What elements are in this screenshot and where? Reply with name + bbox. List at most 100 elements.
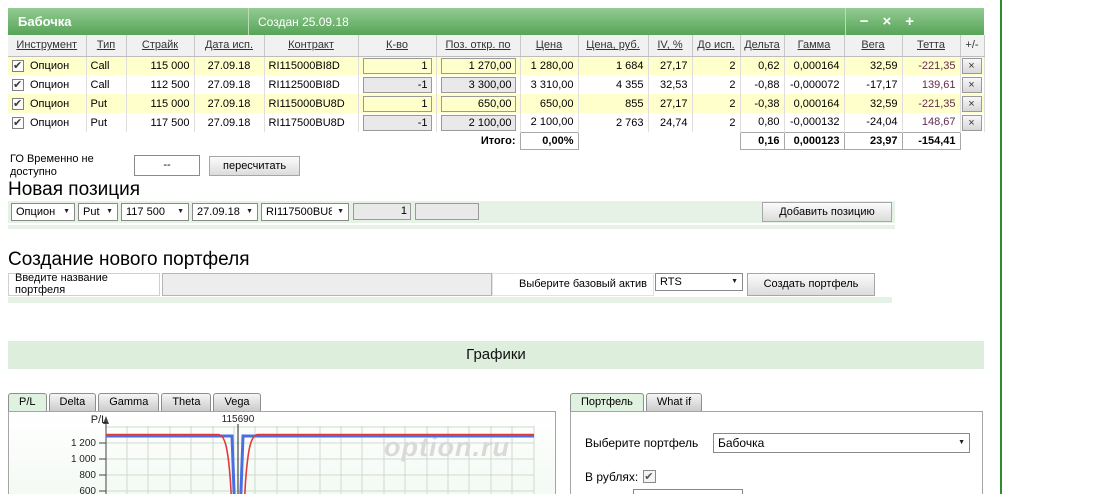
cell-price-rub: 1 684: [578, 56, 649, 75]
base-asset-label: Выберите базовый актив: [492, 272, 654, 296]
cell-contract: RI115000BU8D: [264, 94, 359, 113]
rubles-checkbox[interactable]: [643, 470, 657, 483]
table-row: Опцион Put 117 500 27.09.18 RI117500BU8D…: [8, 113, 985, 132]
row-checkbox[interactable]: [12, 97, 24, 110]
tab-portfolio[interactable]: Портфель: [570, 392, 644, 411]
contract-select[interactable]: RI117500BU8D: [261, 202, 349, 221]
portfolio-created-date: Создан 25.09.18: [248, 8, 845, 35]
qty-input[interactable]: -1: [362, 114, 432, 131]
new-qty-input[interactable]: 1: [353, 203, 411, 220]
row-checkbox[interactable]: [12, 59, 24, 72]
delete-row-button[interactable]: ×: [961, 57, 982, 74]
tab-gamma[interactable]: Gamma: [98, 392, 160, 411]
new-position-heading: Новая позиция: [8, 178, 141, 200]
col-header-expdate[interactable]: Дата исп.: [194, 35, 265, 57]
cell-gamma: -0,000132: [784, 113, 845, 132]
pos-open-input[interactable]: 3 300,00: [440, 76, 516, 93]
col-header-delta[interactable]: Дельта: [740, 35, 785, 57]
col-header-theta[interactable]: Тетта: [902, 35, 961, 57]
window-controls: − × +: [844, 8, 928, 35]
create-portfolio-button[interactable]: Создать портфель: [747, 272, 875, 296]
cell-type: Call: [86, 75, 127, 94]
marker-label: 115690: [222, 414, 255, 425]
col-header-price-rub[interactable]: Цена, руб.: [578, 35, 649, 57]
pos-open-input[interactable]: 2 100,00: [440, 114, 516, 131]
days-select[interactable]: В днях: [633, 488, 744, 494]
ytick-800: 800: [79, 470, 96, 481]
col-header-price[interactable]: Цена: [520, 35, 579, 57]
table-row: Опцион Call 112 500 27.09.18 RI112500BI8…: [8, 75, 985, 94]
pl-expiration-line: [106, 434, 534, 494]
pos-open-input[interactable]: 650,00: [440, 95, 516, 112]
cell-theta: 148,67: [902, 113, 961, 132]
cell-delta: -0,88: [740, 75, 785, 94]
base-asset-select[interactable]: RTS: [655, 272, 743, 291]
chart-grid: [106, 425, 535, 494]
col-header-gamma[interactable]: Гамма: [784, 35, 845, 57]
add-position-button[interactable]: Добавить позицию: [762, 201, 892, 222]
row-checkbox[interactable]: [12, 78, 24, 91]
chart-tabs: P/L Delta Gamma Theta Vega: [8, 392, 556, 411]
col-header-qty[interactable]: К-во: [358, 35, 437, 57]
delete-row-button[interactable]: ×: [961, 95, 982, 112]
cell-vega: -17,17: [844, 75, 903, 94]
col-header-strike[interactable]: Страйк: [126, 35, 195, 57]
close-icon[interactable]: ×: [882, 13, 892, 30]
tab-vega[interactable]: Vega: [213, 392, 261, 411]
chart-ylabel: P/L: [91, 414, 108, 426]
cell-iv: 27,17: [648, 94, 693, 113]
tab-theta[interactable]: Theta: [161, 392, 212, 411]
delete-row-button[interactable]: ×: [961, 114, 982, 131]
portfolio-title: Бабочка: [18, 14, 72, 29]
recalculate-button[interactable]: пересчитать: [209, 155, 301, 176]
cell-contract: RI112500BI8D: [264, 75, 359, 94]
qty-input[interactable]: -1: [362, 76, 432, 93]
select-portfolio-row: Выберите портфель Бабочка: [585, 432, 970, 453]
cell-theta: -221,35: [902, 56, 961, 75]
row-checkbox[interactable]: [12, 116, 24, 129]
col-header-contract[interactable]: Контракт: [264, 35, 359, 57]
type-select[interactable]: Put: [78, 202, 118, 221]
positions-table: Инструмент Тип Страйк Дата исп. Контракт…: [8, 35, 985, 150]
pos-open-input[interactable]: 1 270,00: [440, 57, 516, 74]
qty-input[interactable]: 1: [362, 57, 432, 74]
strike-select[interactable]: 117 500: [121, 202, 189, 221]
date-select[interactable]: 27.09.18: [192, 202, 258, 221]
y-axis-arrow-icon: [103, 415, 109, 424]
delete-row-button[interactable]: ×: [961, 76, 982, 93]
tab-pl[interactable]: P/L: [8, 392, 47, 411]
col-header-days[interactable]: До исп.: [692, 35, 741, 57]
col-header-pos-open[interactable]: Поз. откр. по: [436, 35, 521, 57]
cell-vega: 32,59: [844, 94, 903, 113]
col-header-instrument[interactable]: Инструмент: [8, 35, 87, 57]
cell-contract: RI115000BI8D: [264, 56, 359, 75]
col-header-vega[interactable]: Вега: [844, 35, 903, 57]
minimize-icon[interactable]: −: [859, 13, 869, 30]
cell-type: Put: [86, 94, 127, 113]
right-panel-tabs: Портфель What if: [570, 392, 983, 411]
create-portfolio-section: Создание нового портфеля Введите названи…: [8, 249, 984, 303]
totals-theta: -154,41: [901, 131, 961, 150]
col-header-type[interactable]: Тип: [86, 35, 127, 57]
new-price-input[interactable]: [415, 203, 479, 220]
add-icon[interactable]: +: [905, 13, 914, 30]
instrument-select[interactable]: Опцион: [11, 202, 75, 221]
cell-vega: 32,59: [844, 56, 903, 75]
cell-iv: 32,53: [648, 75, 693, 94]
tab-what-if[interactable]: What if: [645, 392, 703, 411]
cell-days: 2: [692, 113, 741, 132]
cell-gamma: -0,000072: [784, 75, 845, 94]
cell-days: 2: [692, 94, 741, 113]
instrument-label: Опцион: [30, 78, 70, 91]
table-header-row: Инструмент Тип Страйк Дата исп. Контракт…: [8, 35, 985, 57]
cell-date: 27.09.18: [194, 94, 265, 113]
portfolio-select[interactable]: Бабочка: [713, 432, 970, 453]
tab-delta[interactable]: Delta: [48, 392, 97, 411]
go-value-input[interactable]: --: [134, 155, 200, 176]
chart-panel: P/L Delta Gamma Theta Vega: [8, 392, 556, 494]
col-header-iv[interactable]: IV, %: [648, 35, 693, 57]
pl-chart-svg: option.ru 1 200 1 000 800 600 P/L 115690: [71, 414, 535, 494]
portfolio-name-input[interactable]: [162, 272, 492, 296]
qty-input[interactable]: 1: [362, 95, 432, 112]
totals-vega: 23,97: [843, 131, 903, 150]
